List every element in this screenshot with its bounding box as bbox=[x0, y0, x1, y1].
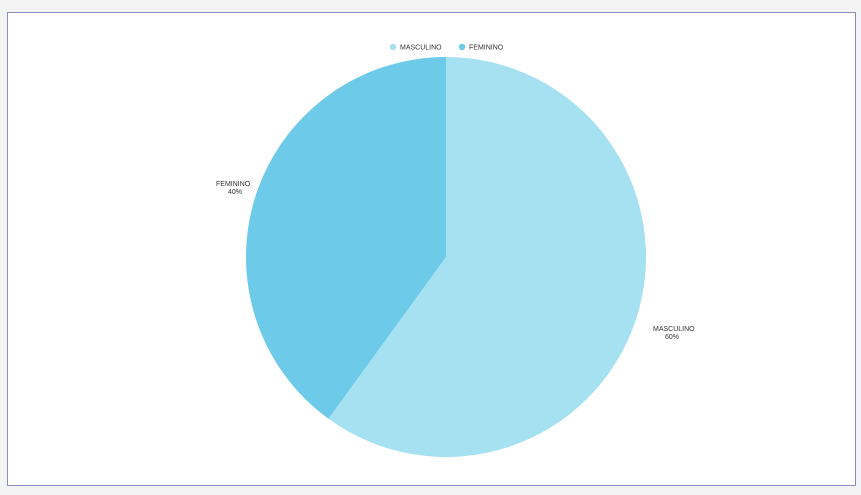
pie-slice-masculino[interactable] bbox=[328, 57, 647, 458]
legend-marker-masculino[interactable] bbox=[389, 43, 397, 51]
legend: MASCULINO FEMININO bbox=[389, 43, 504, 52]
slice-label-masculino: MASCULINO bbox=[653, 326, 695, 333]
slice-value-masculino: 60% bbox=[665, 334, 679, 341]
legend-marker-feminino[interactable] bbox=[458, 43, 466, 51]
slice-label-feminino: FEMININO bbox=[216, 181, 251, 188]
legend-label-masculino[interactable]: MASCULINO bbox=[400, 45, 442, 52]
pie-slices bbox=[246, 57, 647, 458]
pie-slice-feminino[interactable] bbox=[246, 57, 446, 419]
legend-label-feminino[interactable]: FEMININO bbox=[469, 45, 504, 52]
slice-value-feminino: 40% bbox=[228, 189, 242, 196]
